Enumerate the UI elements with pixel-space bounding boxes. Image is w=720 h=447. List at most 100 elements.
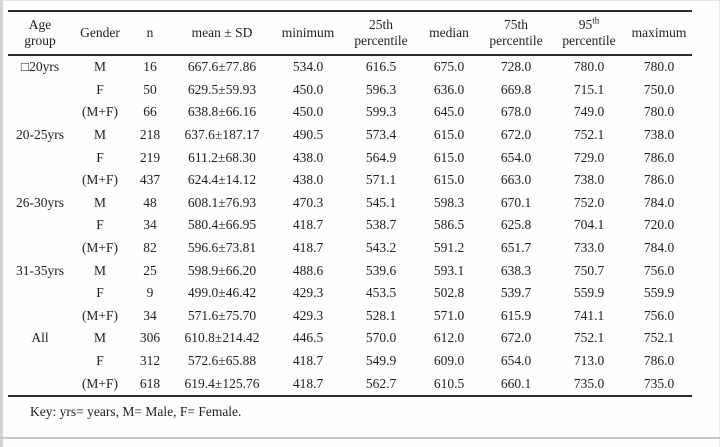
col-header-median: median bbox=[418, 10, 480, 56]
header-line: percentile bbox=[354, 33, 408, 48]
mean-sd-cell: 499.0±46.42 bbox=[187, 285, 257, 301]
median-cell: 598.3 bbox=[433, 194, 465, 210]
mean-sd-cell: 638.8±66.16 bbox=[187, 104, 257, 120]
col-header-maximum: maximum bbox=[626, 10, 692, 56]
maximum-cell: 786.0 bbox=[643, 172, 675, 188]
age-group-cell bbox=[8, 372, 72, 397]
n-cell: 437 bbox=[139, 172, 161, 188]
gender-cell: F bbox=[96, 217, 104, 233]
table-row: (M+F) 66 638.8±66.16 450.0 599.3 645.0 6… bbox=[8, 101, 692, 124]
table-key: Key: yrs= years, M= Male, F= Female. bbox=[30, 404, 242, 419]
maximum-cell: 756.0 bbox=[643, 262, 675, 278]
table-row: (M+F) 34 571.6±75.70 429.3 528.1 571.0 6… bbox=[8, 305, 692, 328]
p75-cell: 669.8 bbox=[500, 81, 532, 97]
gender-cell: M bbox=[93, 330, 106, 346]
mean-sd-cell: 637.6±187.17 bbox=[184, 127, 260, 143]
age-group-cell: All bbox=[31, 330, 49, 346]
mean-sd-cell: 580.4±66.95 bbox=[187, 217, 257, 233]
mean-sd-cell: 610.8±214.42 bbox=[184, 330, 260, 346]
maximum-cell: 559.9 bbox=[643, 285, 675, 301]
median-cell: 593.1 bbox=[433, 262, 465, 278]
col-header-age-group: Age group bbox=[8, 10, 72, 56]
p75-cell: 672.0 bbox=[500, 127, 532, 143]
p75-cell: 660.1 bbox=[480, 372, 552, 397]
p75-cell: 651.7 bbox=[500, 240, 532, 256]
gender-cell: (M+F) bbox=[81, 307, 119, 323]
p75-cell: 625.8 bbox=[500, 217, 532, 233]
table-row: All M 306 610.8±214.42 446.5 570.0 612.0… bbox=[8, 327, 692, 350]
age-group-cell bbox=[8, 350, 72, 373]
p95-cell: 735.0 bbox=[552, 372, 626, 397]
n-cell: 34 bbox=[143, 307, 157, 323]
table-row: F 34 580.4±66.95 418.7 538.7 586.5 625.8… bbox=[8, 214, 692, 237]
p25-cell: 539.6 bbox=[365, 262, 397, 278]
header-line: Age bbox=[28, 17, 52, 32]
table-row: F 9 499.0±46.42 429.3 453.5 502.8 539.7 … bbox=[8, 282, 692, 305]
p25-cell: 545.1 bbox=[365, 194, 397, 210]
col-header-25th-percentile: 25th percentile bbox=[344, 10, 418, 56]
col-header-gender: Gender bbox=[72, 10, 128, 56]
gender-cell: F bbox=[96, 353, 104, 369]
gender-cell: F bbox=[96, 285, 104, 301]
mean-sd-cell: 598.9±66.20 bbox=[187, 262, 257, 278]
median-cell: 591.2 bbox=[433, 240, 465, 256]
table-row: 26-30yrs M 48 608.1±76.93 470.3 545.1 59… bbox=[8, 192, 692, 215]
statistics-table-wrap: Age group Gender n mean ± SD minimum 25t… bbox=[8, 10, 692, 397]
mean-sd-cell: 629.5±59.93 bbox=[187, 81, 257, 97]
age-group-cell bbox=[8, 79, 72, 102]
p95-cell: 738.0 bbox=[573, 172, 605, 188]
maximum-cell: 786.0 bbox=[643, 353, 675, 369]
age-group-cell: 20-25yrs bbox=[16, 127, 64, 143]
n-cell: 48 bbox=[143, 194, 157, 210]
header-95-sup: th bbox=[592, 15, 600, 26]
p25-cell: 599.3 bbox=[365, 104, 397, 120]
p25-cell: 564.9 bbox=[365, 149, 397, 165]
p25-cell: 570.0 bbox=[365, 330, 397, 346]
minimum-cell: 429.3 bbox=[292, 285, 324, 301]
age-group-cell: 31-35yrs bbox=[16, 262, 64, 278]
age-group-cell bbox=[8, 146, 72, 169]
minimum-cell: 534.0 bbox=[292, 59, 324, 75]
table-body: □20yrs M 16 667.6±77.86 534.0 616.5 675.… bbox=[8, 55, 692, 397]
p25-cell: 549.9 bbox=[365, 353, 397, 369]
minimum-cell: 446.5 bbox=[292, 330, 324, 346]
p25-cell: 562.7 bbox=[344, 372, 418, 397]
p75-cell: 654.0 bbox=[500, 353, 532, 369]
median-cell: 615.0 bbox=[433, 172, 465, 188]
header-line: percentile bbox=[489, 33, 543, 48]
age-group-cell bbox=[8, 101, 72, 124]
minimum-cell: 429.3 bbox=[292, 307, 324, 323]
statistics-table: Age group Gender n mean ± SD minimum 25t… bbox=[8, 10, 692, 397]
age-group-cell: 26-30yrs bbox=[16, 194, 64, 210]
p75-cell: 654.0 bbox=[500, 149, 532, 165]
p95-cell: 749.0 bbox=[573, 104, 605, 120]
median-cell: 609.0 bbox=[433, 353, 465, 369]
minimum-cell: 438.0 bbox=[292, 149, 324, 165]
p95-cell: 752.1 bbox=[573, 330, 605, 346]
maximum-cell: 784.0 bbox=[643, 240, 675, 256]
median-cell: 586.5 bbox=[433, 217, 465, 233]
p95-cell: 559.9 bbox=[573, 285, 605, 301]
n-cell: 306 bbox=[139, 330, 161, 346]
n-cell: 34 bbox=[143, 217, 157, 233]
n-cell: 50 bbox=[143, 81, 157, 97]
p95-cell: 715.1 bbox=[573, 81, 605, 97]
table-header-row: Age group Gender n mean ± SD minimum 25t… bbox=[8, 10, 692, 56]
median-cell: 615.0 bbox=[433, 149, 465, 165]
p25-cell: 616.5 bbox=[365, 59, 397, 75]
gender-cell: F bbox=[96, 149, 104, 165]
gender-cell: (M+F) bbox=[81, 240, 119, 256]
median-cell: 675.0 bbox=[433, 59, 465, 75]
median-cell: 636.0 bbox=[433, 81, 465, 97]
header-line: 95th bbox=[552, 15, 626, 33]
mean-sd-cell: 619.4±125.76 bbox=[172, 372, 272, 397]
gender-cell: (M+F) bbox=[81, 172, 119, 188]
p75-cell: 638.3 bbox=[500, 262, 532, 278]
p25-cell: 596.3 bbox=[365, 81, 397, 97]
age-group-cell bbox=[8, 214, 72, 237]
median-cell: 610.5 bbox=[418, 372, 480, 397]
gender-cell: F bbox=[96, 81, 104, 97]
table-row: F 50 629.5±59.93 450.0 596.3 636.0 669.8… bbox=[8, 79, 692, 102]
minimum-cell: 418.7 bbox=[292, 353, 324, 369]
